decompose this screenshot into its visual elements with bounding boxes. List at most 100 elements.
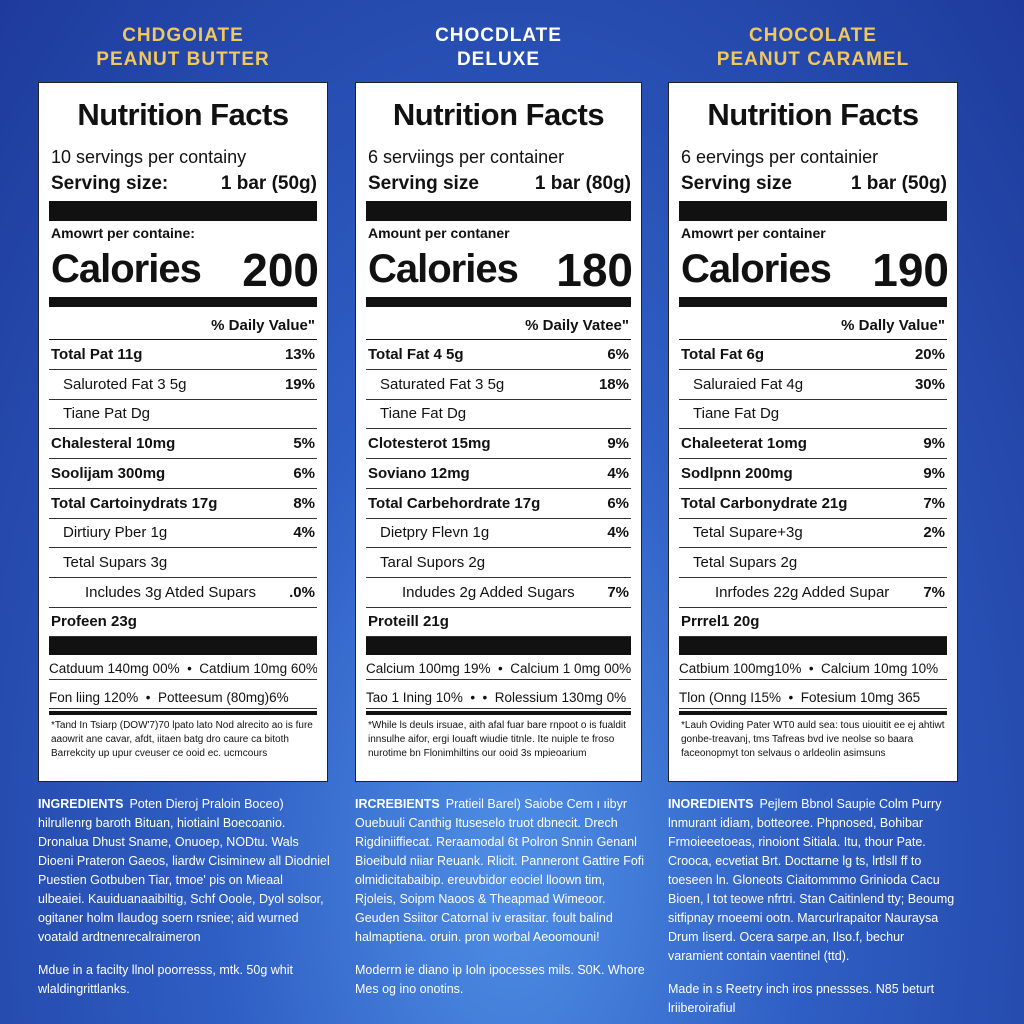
nutrient-label: Tetal Supare+3g	[693, 524, 803, 542]
daily-value-header: % Daily Vatee"	[525, 317, 629, 334]
mineral-line: Calcium 100mg 19% • Calcium 1 0mg 00%	[366, 659, 631, 680]
mineral-line: Catduum 140mg 00% • Catdium 10mg 60%	[49, 659, 317, 680]
nutrient-label: Indudes 2g Added Sugars	[402, 583, 575, 601]
nutrient-row: Soolijam 300mg 6%	[49, 459, 317, 489]
footnote: *While ls deuls irsuae, aith afal fuar b…	[368, 720, 626, 759]
nutrient-label: Tetal Supars 2g	[693, 553, 798, 571]
serving-label: Serving size	[368, 173, 479, 194]
daily-value-header: % Daily Value"	[211, 317, 315, 334]
nutrient-percent: 7%	[607, 583, 629, 601]
servings: 6 eervings per containier	[681, 147, 879, 167]
serving-value: 1 bar (80g)	[534, 173, 631, 194]
facility-statement: Moderrn ie diano ip Ioln ipocesses mils.…	[355, 963, 645, 996]
nutrient-percent: 4%	[293, 524, 315, 542]
nutrient-label: Saluroted Fat 3 5g	[63, 375, 187, 393]
nutrient-row: Indudes 2g Added Sugars 7%	[366, 578, 631, 608]
servings: 10 servings per containy	[51, 147, 247, 167]
nutrient-row: Total Pat 11g 13%	[49, 340, 317, 370]
title-line: DELUXE	[456, 49, 541, 70]
thick-bar	[679, 201, 947, 221]
nutrient-percent: 6%	[607, 346, 629, 363]
title-line: PEANUT BUTTER	[96, 49, 270, 70]
nutrient-percent: 9%	[923, 464, 945, 482]
nutrient-row: Sodlpnn 200mg 9%	[679, 459, 947, 489]
ingredients-text: INOREDIENTS Pejlem Bbnol Saupie Colm Purr…	[668, 795, 960, 966]
nutrient-label: Sodlpnn 200mg	[681, 464, 793, 482]
ingredients-label: INGREDIENTS	[38, 797, 124, 811]
nutrient-row: Total Carbehordrate 17g 6%	[366, 489, 631, 519]
nutrient-label: Saturated Fat 3 5g	[380, 375, 505, 393]
nutrient-label: Tetal Supars 3g	[63, 553, 168, 571]
nutrient-label: Tiane Pat Dg	[63, 405, 150, 423]
nutrient-row: Profeen 23g	[49, 607, 317, 638]
mineral-line: Catbium 100mg10% • Calcium 10mg 10%	[679, 659, 947, 680]
ingredients-label: IRCREBIENTS	[355, 797, 440, 811]
nutrient-label: Saluraied Fat 4g	[693, 375, 804, 393]
nutrient-label: Tiane Fat Dg	[693, 405, 780, 423]
nutrient-label: Chalesteral 10mg	[51, 435, 176, 453]
heading: Nutrition Facts	[392, 97, 605, 132]
nutrient-percent: 7%	[923, 494, 945, 512]
rule	[366, 339, 631, 340]
serving-value: 1 bar (50g)	[220, 173, 317, 194]
nutrient-row: Soviano 12mg 4%	[366, 459, 631, 489]
nutrient-label: Taral Supors 2g	[380, 553, 486, 571]
nutrient-percent: 20%	[914, 346, 945, 363]
thick-bar	[366, 201, 631, 221]
calories-label: Calories	[51, 247, 202, 291]
nutrient-label: Dirtiury Pber 1g	[63, 524, 168, 542]
nutrient-label: Soolijam 300mg	[51, 464, 166, 482]
ingredients-list: Poten Dieroj Praloin Boceo) hilrullenrg …	[38, 797, 330, 944]
rule	[679, 339, 947, 340]
nutrient-row: Tetal Supars 2g	[679, 548, 947, 578]
nutrient-percent: 6%	[293, 464, 315, 482]
nutrient-label: Proteill 21g	[368, 613, 449, 631]
nutrient-label: Total Carbehordrate 17g	[368, 494, 541, 512]
nutrient-percent: 8%	[293, 494, 315, 512]
nutrient-percent: 13%	[284, 346, 315, 363]
calories-label: Calories	[681, 247, 832, 291]
title-line: CHDGOIATE	[122, 25, 244, 46]
ingredients: INGREDIENTS Poten Dieroj Praloin Boceo) h…	[38, 795, 330, 999]
thick-bar	[366, 297, 631, 307]
nutrient-row: Tiane Pat Dg	[49, 399, 317, 430]
footnote: *Lauh Oviding Pater WT0 auld sea: tous u…	[681, 720, 945, 759]
nutrient-label: Total Cartoinydrats 17g	[51, 494, 218, 512]
nutrient-row: Total Fat 6g 20%	[679, 340, 947, 370]
product-title: CHOCDLATE DELUXE	[339, 24, 659, 72]
calories-value: 180	[556, 244, 633, 296]
calories-value: 190	[872, 244, 949, 296]
nutrient-row: Total Carbonydrate 21g 7%	[679, 489, 947, 519]
nutrient-percent: 4%	[607, 464, 629, 482]
facility-statement: Mdue in a facilty llnol poorresss, mtk. …	[38, 963, 293, 996]
thick-bar	[49, 297, 317, 307]
ingredients-list: Pratieil Barel) Saiobe Cem ı ıibyr Ouebu…	[355, 797, 645, 944]
product-title: CHDGOIATE PEANUT BUTTER	[23, 24, 343, 72]
nutrient-label: Chaleeterat 1omg	[681, 435, 807, 453]
nutrient-row: Dirtiury Pber 1g 4%	[49, 518, 317, 549]
nutrient-row: Saluraied Fat 4g 30%	[679, 370, 947, 400]
amount-per: Amowrt per container	[681, 225, 826, 241]
nutrient-label: Total Fat 6g	[681, 346, 765, 363]
title-line: PEANUT CARAMEL	[716, 49, 910, 70]
nutrient-row: Prrrel1 20g	[679, 607, 947, 638]
serving-value: 1 bar (50g)	[850, 173, 947, 194]
nutrient-row: Chaleeterat 1omg 9%	[679, 429, 947, 460]
nutrient-row: Saturated Fat 3 5g 18%	[366, 370, 631, 400]
nutrient-percent: 9%	[923, 435, 945, 453]
servings: 6 serviings per container	[368, 147, 565, 167]
nutrient-row: Tiane Fat Dg	[366, 399, 631, 430]
nutrient-label: Soviano 12mg	[368, 464, 470, 482]
serving-label: Serving size:	[51, 173, 169, 194]
nutrient-row: Total Cartoinydrats 17g 8%	[49, 489, 317, 519]
daily-value-header: % Dally Value"	[841, 317, 945, 334]
thick-bar	[49, 711, 317, 715]
nutrient-row: Total Fat 4 5g 6%	[366, 340, 631, 370]
thick-bar	[366, 637, 631, 655]
nutrient-percent: 6%	[607, 494, 629, 512]
nutrition-label: Nutrition Facts 10 servings per containy S…	[38, 82, 328, 782]
ingredients-text: INGREDIENTS Poten Dieroj Praloin Boceo) h…	[38, 795, 330, 947]
thick-bar	[366, 711, 631, 715]
product-title: CHOCOLATE PEANUT CARAMEL	[653, 24, 973, 72]
nutrient-percent: 30%	[914, 375, 945, 393]
